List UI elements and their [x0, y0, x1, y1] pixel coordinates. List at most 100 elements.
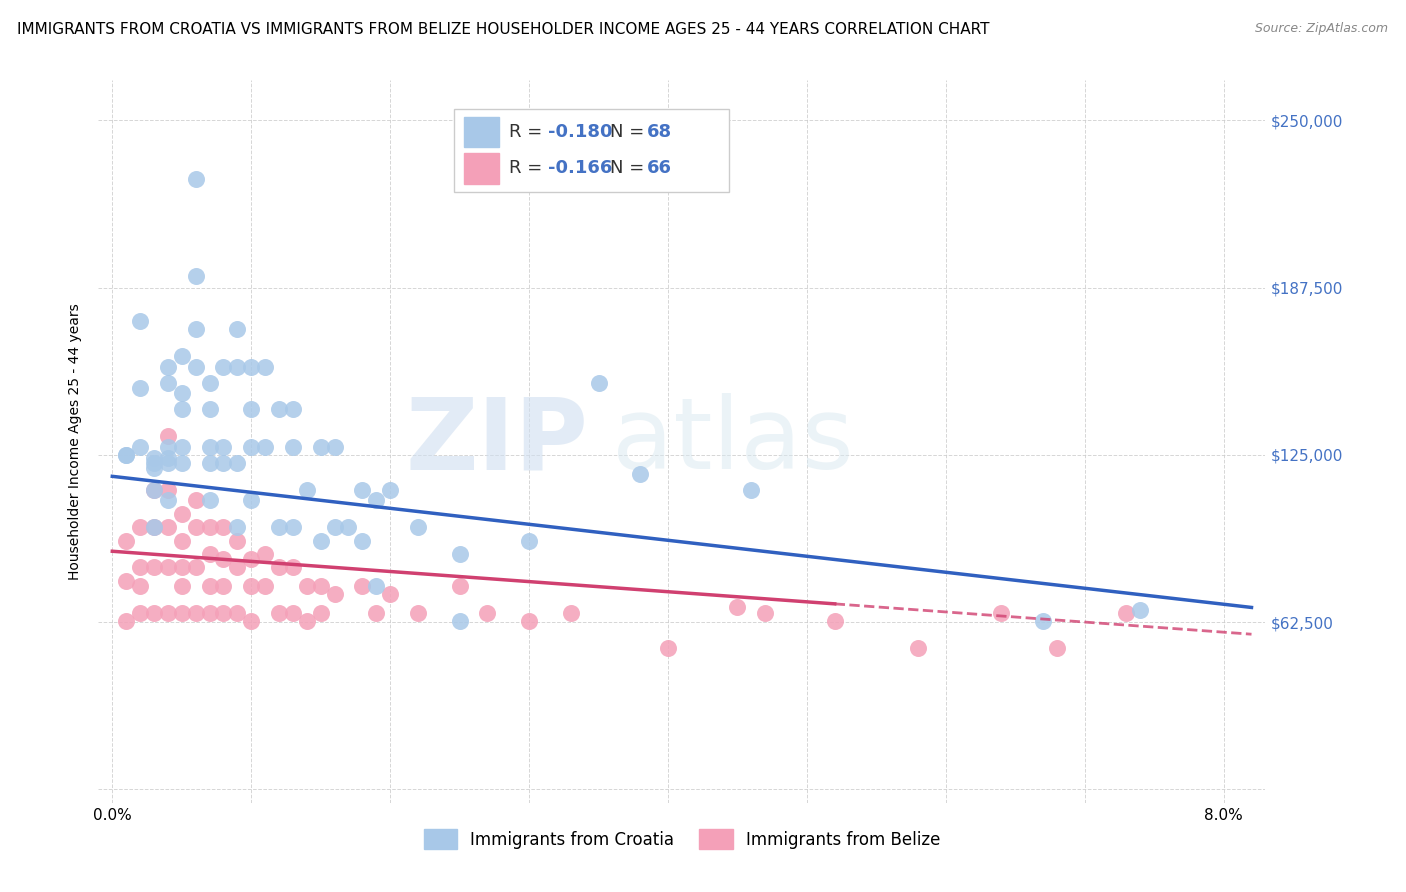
- Point: [254, 440, 277, 454]
- Point: [366, 606, 388, 620]
- Point: [170, 386, 193, 401]
- Point: [212, 552, 235, 566]
- Point: [226, 560, 249, 574]
- Point: [184, 493, 207, 508]
- Point: [824, 614, 846, 628]
- Point: [170, 579, 193, 593]
- Point: [449, 579, 471, 593]
- Point: [143, 461, 166, 475]
- Point: [740, 483, 762, 497]
- Point: [907, 640, 929, 655]
- Legend: Immigrants from Croatia, Immigrants from Belize: Immigrants from Croatia, Immigrants from…: [418, 822, 946, 856]
- Point: [267, 606, 290, 620]
- Point: [323, 520, 346, 534]
- Bar: [464, 117, 499, 147]
- Point: [198, 440, 221, 454]
- Point: [129, 520, 152, 534]
- Point: [115, 574, 138, 588]
- Point: [309, 606, 332, 620]
- Point: [198, 520, 221, 534]
- Point: [406, 520, 429, 534]
- Point: [477, 606, 499, 620]
- Point: [352, 483, 374, 497]
- Point: [366, 579, 388, 593]
- Point: [198, 547, 221, 561]
- Point: [295, 579, 318, 593]
- Point: [129, 314, 152, 328]
- Point: [240, 552, 263, 566]
- Point: [156, 440, 179, 454]
- Point: [267, 402, 290, 417]
- Point: [449, 614, 471, 628]
- Point: [406, 606, 429, 620]
- Point: [226, 456, 249, 470]
- Point: [184, 268, 207, 283]
- Point: [143, 520, 166, 534]
- Point: [1129, 603, 1152, 617]
- Text: -0.180: -0.180: [548, 123, 612, 141]
- Point: [254, 579, 277, 593]
- Point: [184, 606, 207, 620]
- Point: [212, 606, 235, 620]
- Point: [240, 614, 263, 628]
- Point: [115, 448, 138, 462]
- Point: [143, 520, 166, 534]
- Point: [115, 614, 138, 628]
- Point: [212, 579, 235, 593]
- Point: [240, 402, 263, 417]
- Point: [226, 533, 249, 548]
- Point: [156, 456, 179, 470]
- Point: [517, 533, 540, 548]
- Point: [170, 606, 193, 620]
- Point: [1032, 614, 1054, 628]
- Text: R =: R =: [509, 123, 548, 141]
- Point: [184, 322, 207, 336]
- Point: [156, 483, 179, 497]
- FancyBboxPatch shape: [454, 109, 728, 193]
- Point: [143, 483, 166, 497]
- Point: [309, 533, 332, 548]
- Point: [295, 483, 318, 497]
- Point: [226, 606, 249, 620]
- Point: [226, 520, 249, 534]
- Text: atlas: atlas: [612, 393, 853, 490]
- Point: [143, 560, 166, 574]
- Point: [323, 440, 346, 454]
- Point: [184, 359, 207, 374]
- Point: [990, 606, 1012, 620]
- Point: [380, 483, 402, 497]
- Point: [129, 606, 152, 620]
- Point: [323, 587, 346, 601]
- Point: [198, 606, 221, 620]
- Point: [1046, 640, 1069, 655]
- Point: [143, 606, 166, 620]
- Point: [281, 440, 304, 454]
- Point: [170, 456, 193, 470]
- Point: [198, 456, 221, 470]
- Text: -0.166: -0.166: [548, 160, 612, 178]
- Point: [129, 560, 152, 574]
- Point: [380, 587, 402, 601]
- Point: [240, 579, 263, 593]
- Point: [281, 606, 304, 620]
- Point: [156, 376, 179, 390]
- Point: [156, 606, 179, 620]
- Text: N =: N =: [610, 123, 650, 141]
- Point: [170, 402, 193, 417]
- Bar: [464, 153, 499, 184]
- Point: [295, 614, 318, 628]
- Point: [156, 520, 179, 534]
- Point: [337, 520, 360, 534]
- Point: [170, 507, 193, 521]
- Point: [143, 456, 166, 470]
- Point: [129, 579, 152, 593]
- Point: [240, 493, 263, 508]
- Point: [156, 429, 179, 443]
- Point: [267, 520, 290, 534]
- Point: [143, 483, 166, 497]
- Point: [560, 606, 582, 620]
- Point: [184, 172, 207, 186]
- Point: [226, 322, 249, 336]
- Point: [129, 381, 152, 395]
- Point: [240, 440, 263, 454]
